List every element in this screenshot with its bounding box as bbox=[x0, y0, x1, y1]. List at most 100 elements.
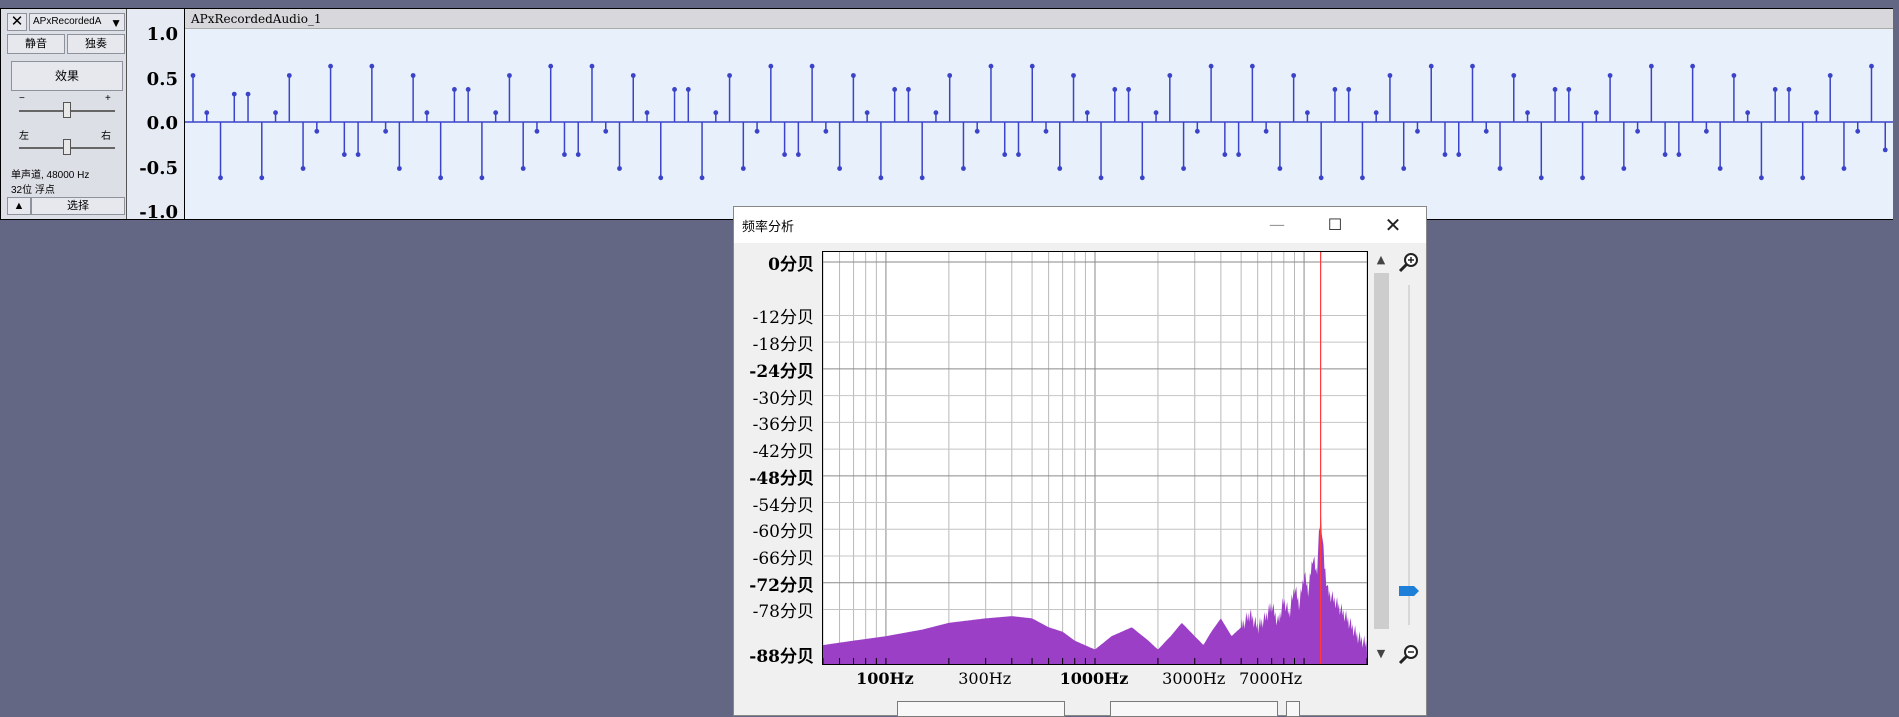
waveform-sample bbox=[465, 87, 471, 122]
waveform-sample bbox=[231, 91, 237, 122]
waveform-sample bbox=[768, 63, 774, 122]
waveform-sample bbox=[1717, 122, 1723, 171]
frequency-ticks bbox=[823, 658, 1367, 664]
spectrum-plot[interactable] bbox=[822, 251, 1368, 665]
db-tick-label: -24分贝 bbox=[749, 361, 814, 382]
waveform-sample bbox=[823, 122, 829, 134]
waveform-sample bbox=[1305, 110, 1310, 122]
waveform-sample bbox=[740, 122, 746, 171]
waveform-sample bbox=[1016, 122, 1021, 157]
waveform-sample bbox=[727, 73, 732, 122]
waveform-sample bbox=[1387, 73, 1393, 122]
maximize-button[interactable]: ☐ bbox=[1327, 215, 1343, 234]
waveform-sample bbox=[1291, 73, 1297, 122]
gain-slider-thumb[interactable] bbox=[63, 102, 71, 118]
waveform-sample bbox=[1882, 122, 1888, 153]
waveform-sample bbox=[603, 122, 609, 134]
waveform-sample bbox=[1676, 122, 1682, 157]
waveform-sample bbox=[1662, 122, 1668, 157]
collapse-track-button[interactable]: ▲ bbox=[7, 197, 31, 215]
pan-slider-thumb[interactable] bbox=[63, 139, 71, 155]
waveform-sample bbox=[1043, 122, 1049, 134]
db-tick-label: 0分贝 bbox=[768, 255, 814, 275]
clip-title[interactable]: APxRecordedAudio_1 bbox=[185, 9, 1893, 29]
waveform-sample bbox=[369, 63, 375, 122]
track-name-label: APxRecordedA bbox=[33, 16, 102, 27]
waveform-sample bbox=[314, 122, 320, 134]
audio-track: ✕ APxRecordedA ▼ 静音 独奏 效果 − + 左 右 单声道, 4… bbox=[0, 8, 1893, 223]
waveform-sample bbox=[1593, 110, 1599, 122]
waveform-sample bbox=[1566, 87, 1572, 122]
waveform-sample bbox=[809, 63, 815, 122]
waveform-sample bbox=[341, 122, 347, 157]
effects-button[interactable]: 效果 bbox=[11, 61, 123, 91]
scrollbar-thumb[interactable] bbox=[1374, 273, 1389, 629]
waveform-area[interactable]: APxRecordedAudio_1 bbox=[185, 9, 1893, 219]
waveform-sample bbox=[1648, 63, 1654, 122]
amplitude-tick-label: 0.5 bbox=[146, 68, 178, 90]
zoom-slider-thumb[interactable] bbox=[1398, 585, 1420, 597]
db-tick-label: -78分贝 bbox=[752, 602, 814, 623]
waveform-plot[interactable] bbox=[185, 29, 1893, 219]
dialog-titlebar[interactable]: 频率分析 — ☐ ✕ bbox=[734, 207, 1426, 243]
waveform-sample bbox=[1607, 73, 1613, 122]
zoom-in-icon[interactable] bbox=[1398, 251, 1420, 273]
db-tick-label: -42分贝 bbox=[752, 442, 814, 463]
waveform-sample bbox=[204, 110, 210, 122]
waveform-sample bbox=[424, 110, 430, 122]
waveform-sample bbox=[1208, 63, 1214, 122]
waveform-sample bbox=[1084, 110, 1090, 122]
waveform-sample bbox=[644, 110, 650, 122]
waveform-sample bbox=[1181, 122, 1186, 171]
db-tick-label: -72分贝 bbox=[749, 575, 814, 596]
scroll-down-arrow[interactable]: ▼ bbox=[1376, 647, 1386, 660]
frequency-gridlines bbox=[823, 252, 1367, 664]
waveform-sample bbox=[699, 122, 705, 181]
mute-button[interactable]: 静音 bbox=[7, 34, 65, 54]
waveform-sample bbox=[548, 63, 554, 122]
waveform-sample bbox=[1222, 122, 1228, 157]
waveform-sample bbox=[878, 122, 884, 181]
waveform-sample bbox=[396, 122, 402, 171]
spectrum-svg[interactable] bbox=[823, 252, 1367, 664]
db-tick-label: -18分贝 bbox=[752, 335, 814, 356]
close-track-button[interactable]: ✕ bbox=[7, 13, 27, 31]
chevron-down-icon: ▼ bbox=[110, 16, 122, 30]
waveform-sample bbox=[507, 73, 512, 122]
select-track-button[interactable]: 选择 bbox=[31, 197, 125, 215]
waveform-sample bbox=[1456, 122, 1462, 157]
minimize-button[interactable]: — bbox=[1269, 215, 1285, 234]
waveform-sample bbox=[1786, 87, 1792, 122]
size-select[interactable] bbox=[1110, 701, 1278, 717]
waveform-sample bbox=[1525, 110, 1530, 122]
db-tick-label: -36分贝 bbox=[752, 415, 814, 436]
waveform-sample bbox=[1731, 73, 1737, 122]
waveform-sample bbox=[259, 122, 265, 181]
vertical-scrollbar[interactable]: ▲ ▼ bbox=[1371, 251, 1391, 665]
solo-button[interactable]: 独奏 bbox=[67, 34, 125, 54]
track-name-menu[interactable]: APxRecordedA ▼ bbox=[29, 13, 125, 31]
waveform-sample bbox=[1841, 122, 1847, 171]
waveform-sample bbox=[245, 91, 251, 122]
waveform-sample bbox=[273, 110, 278, 122]
zoom-out-icon[interactable] bbox=[1398, 643, 1420, 665]
waveform-sample bbox=[1401, 122, 1407, 171]
close-dialog-button[interactable]: ✕ bbox=[1384, 213, 1402, 237]
algorithm-select[interactable] bbox=[897, 701, 1065, 717]
waveform-sample bbox=[1112, 87, 1118, 122]
scroll-up-arrow[interactable]: ▲ bbox=[1376, 253, 1386, 266]
waveform-sample bbox=[1703, 122, 1709, 134]
pan-right-label: 右 bbox=[101, 131, 111, 142]
frequency-tick-label: 300Hz bbox=[958, 669, 1012, 688]
waveform-sample bbox=[1827, 73, 1833, 122]
option-checkbox[interactable] bbox=[1286, 701, 1300, 717]
waveform-sample bbox=[947, 73, 953, 122]
zoom-slider[interactable] bbox=[1408, 285, 1410, 625]
waveform-sample bbox=[575, 122, 581, 157]
waveform-sample bbox=[782, 122, 787, 157]
waveform-sample bbox=[190, 73, 196, 122]
waveform-sample bbox=[906, 87, 911, 122]
waveform-sample bbox=[1415, 122, 1420, 134]
waveform-sample bbox=[1318, 122, 1324, 181]
waveform-sample bbox=[850, 73, 856, 122]
